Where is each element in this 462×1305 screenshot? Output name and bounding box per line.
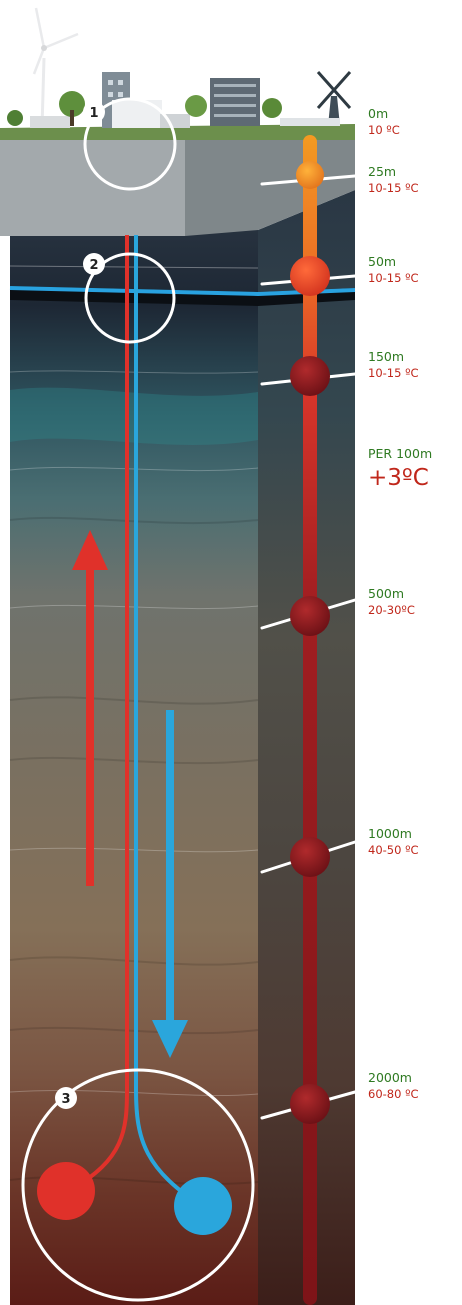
temperature-label: 60-80 ºC: [368, 1087, 419, 1101]
callout-circle-2: [84, 252, 176, 344]
temperature-label: 10-15 ºC: [368, 366, 419, 380]
gradient-value: +3ºC: [368, 465, 429, 491]
depth-label: 25m: [368, 164, 397, 179]
cold-reservoir: [174, 1177, 232, 1235]
callout-badges: 1 2 3: [55, 101, 105, 1109]
temperature-label: 20-30ºC: [368, 603, 415, 617]
probe-pipes: [37, 235, 232, 1235]
callout-number-2: 2: [89, 258, 98, 273]
callout-number-1: 1: [89, 106, 98, 121]
gauge-label-25m: 25m 10-15 ºC: [368, 164, 419, 195]
callout-circle-3: [21, 1068, 255, 1302]
depth-label: 150m: [368, 349, 405, 364]
temperature-label: 10-15 ºC: [368, 181, 419, 195]
temperature-label: 40-50 ºC: [368, 843, 419, 857]
depth-label: 0m: [368, 106, 389, 121]
arrow-up-icon: [72, 530, 108, 886]
temperature-label: 10 ºC: [368, 123, 400, 137]
gauge-label-150m: 150m 10-15 ºC: [368, 349, 419, 380]
depth-label: 1000m: [368, 826, 412, 841]
gauge-label-500m: 500m 20-30ºC: [368, 586, 415, 617]
windmill-icon: [316, 71, 352, 126]
gauge-label-50m: 50m 10-15 ºC: [368, 254, 419, 285]
gradient-label: PER 100m: [368, 446, 433, 461]
gauge-bulb-500m: [290, 596, 330, 636]
callouts: [21, 97, 255, 1302]
hot-reservoir: [37, 1162, 95, 1220]
callout-circle-1: [83, 97, 177, 191]
ground-block: [0, 124, 356, 1305]
gauge-bulb-25m: [296, 161, 324, 189]
depth-label: 500m: [368, 586, 405, 601]
arrow-down-icon: [152, 710, 188, 1058]
depth-label: 50m: [368, 254, 397, 269]
wind-turbine-icon: [32, 7, 79, 129]
gauge-label-1000m: 1000m 40-50 ºC: [368, 826, 419, 857]
temperature-label: 10-15 ºC: [368, 271, 419, 285]
gauge-label-2000m: 2000m 60-80 ºC: [368, 1070, 419, 1101]
gauge-bulb-2000m: [290, 1084, 330, 1124]
surface-slab-front: [0, 140, 185, 236]
tree-icon: [7, 91, 282, 126]
surface-scene: [7, 7, 352, 129]
gauge-label-0m: 0m 10 ºC: [368, 106, 400, 137]
callout-number-3: 3: [61, 1092, 70, 1107]
depth-label: 2000m: [368, 1070, 412, 1085]
gauge-bulb-150m: [290, 356, 330, 396]
temperature-gauge: [290, 135, 330, 1305]
gauge-tube: [303, 135, 317, 1305]
gauge-label-gradient: PER 100m +3ºC: [368, 446, 432, 491]
gauge-bulb-50m: [290, 256, 330, 296]
gauge-bulb-1000m: [290, 837, 330, 877]
